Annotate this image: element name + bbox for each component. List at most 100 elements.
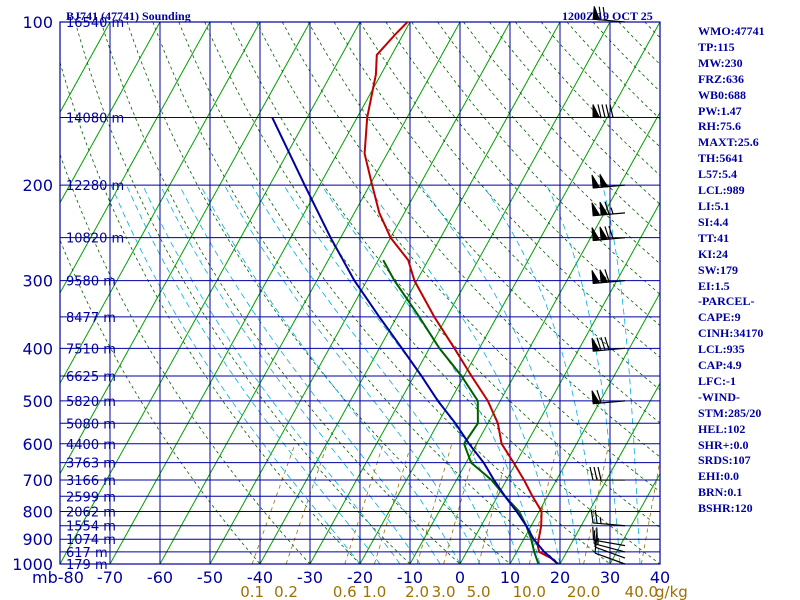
height-label: 7510 m <box>66 342 116 357</box>
moist-adiabat-line <box>251 184 501 564</box>
height-label: 1074 m <box>66 533 116 548</box>
wind-barb-full <box>605 104 610 118</box>
moist-adiabat-line <box>159 185 421 564</box>
pressure-temperature-grid <box>59 21 661 565</box>
moist-adiabat-lines <box>110 184 641 564</box>
index-line: TH:5641 <box>698 151 744 166</box>
isotherm-line <box>0 22 10 564</box>
index-line: -WIND- <box>698 389 740 404</box>
pressure-tick-label: 400 <box>22 339 53 358</box>
wind-barb-shaft <box>594 552 626 565</box>
mixing-ratio-label: 10.0 <box>513 583 546 600</box>
index-line: CINH:34170 <box>698 326 764 341</box>
wind-barb-full <box>596 527 599 541</box>
pressure-tick-label: 800 <box>22 502 53 521</box>
wind-barb-full <box>598 6 602 20</box>
wind-barb-full <box>602 6 606 21</box>
height-label: 5820 m <box>66 395 116 410</box>
wind-barb-half <box>610 207 614 215</box>
mixing-ratio-line <box>285 443 328 564</box>
moist-adiabat-line <box>179 185 441 564</box>
temperature-tick-label: -60 <box>147 568 173 587</box>
temperature-tick-label: 10 <box>500 568 520 587</box>
wind-barb <box>590 509 626 527</box>
index-line: PW:1.47 <box>698 103 742 118</box>
wind-barb-full <box>604 201 610 215</box>
wind-barb-full <box>609 104 614 118</box>
index-line: FRZ:636 <box>698 71 744 86</box>
mixing-ratio-line <box>416 443 453 564</box>
index-line: TP:115 <box>698 39 735 54</box>
wind-barb-shaft <box>593 543 626 553</box>
moist-adiabat-line <box>283 184 521 564</box>
dry-adiabat-line <box>152 22 561 564</box>
temperature-profile <box>363 22 559 564</box>
dry-adiabat-lines <box>60 22 660 564</box>
index-line: WMO:47741 <box>698 24 765 38</box>
mixing-ratio-label: 1.0 <box>362 583 386 600</box>
sounding-indices-panel: WMO:47741 TP:115 MW:230 FRZ:636 WB0:688 PW:1.… <box>698 24 800 517</box>
index-line: TT:41 <box>698 230 730 245</box>
wind-barb-pennant <box>599 201 609 216</box>
index-line: BRN:0.1 <box>698 485 743 500</box>
mixing-ratio-line <box>251 443 296 564</box>
height-label: 2599 m <box>66 490 116 505</box>
temperature-tick-label: -40 <box>247 568 273 587</box>
wind-barb <box>594 539 626 565</box>
index-line: L57:5.4 <box>698 167 737 182</box>
pressure-unit-label: mb-80 <box>32 568 84 587</box>
temperature-tick-label: -30 <box>297 568 323 587</box>
wind-barb-pennant <box>599 269 609 284</box>
moist-adiabat-line <box>366 184 561 564</box>
wind-barb <box>591 269 626 284</box>
plot-frame <box>59 21 661 565</box>
wind-barb-full <box>590 509 594 524</box>
index-line: MAXT:25.6 <box>698 135 759 150</box>
wind-barb <box>589 466 625 481</box>
index-line: SRDS:107 <box>698 453 751 468</box>
dry-adiabat-line <box>204 22 660 564</box>
wind-barb-pennant <box>591 202 601 217</box>
mixing-ratio-line <box>344 443 384 564</box>
height-label: 12280 m <box>66 179 124 194</box>
height-label: 10820 m <box>66 232 124 247</box>
wind-barbs <box>589 6 626 565</box>
mixing-ratio-label: 0.6 <box>333 583 357 600</box>
temperature-tick-label: -50 <box>197 568 223 587</box>
temperature-tick-label: 20 <box>550 568 570 587</box>
index-line: LI:5.1 <box>698 198 730 213</box>
index-line: SHR+:0.0 <box>698 437 749 452</box>
isotherm-lines <box>0 22 660 564</box>
index-line: STM:285/20 <box>698 405 762 420</box>
wind-barb-pennant <box>591 227 601 242</box>
moist-adiabat-line <box>546 185 621 564</box>
mixing-ratio-label: 3.0 <box>432 583 456 600</box>
wind-barb-full <box>597 466 602 481</box>
wind-barb-shaft <box>593 539 626 547</box>
temperature-tick-label: 30 <box>600 568 620 587</box>
wind-barb-half <box>599 516 602 524</box>
mixing-ratio-unit-label: g/kg <box>655 583 688 600</box>
temperature-tick-label: 40 <box>650 568 670 587</box>
wind-barb-full <box>596 337 602 351</box>
height-label: 179 m <box>66 558 108 573</box>
wind-barb <box>591 390 626 405</box>
wind-barb-full <box>589 466 594 481</box>
wind-barb-full <box>597 104 602 118</box>
wind-barb <box>592 526 626 547</box>
wind-barb-full <box>601 104 606 118</box>
mixing-ratio-lines <box>251 443 660 564</box>
moist-adiabat-line <box>110 185 361 564</box>
index-line: MW:230 <box>698 55 743 70</box>
index-line: EI:1.5 <box>698 278 730 293</box>
index-line: BSHR:120 <box>698 501 753 516</box>
pressure-tick-label: 900 <box>22 530 53 549</box>
wind-barb <box>591 336 626 352</box>
sounding-profiles <box>271 22 559 564</box>
dry-adiabat-line <box>256 22 660 493</box>
mixing-ratio-label: 0.2 <box>274 583 298 600</box>
index-line: CAP:4.9 <box>698 358 742 373</box>
index-line: SI:4.4 <box>698 214 729 229</box>
